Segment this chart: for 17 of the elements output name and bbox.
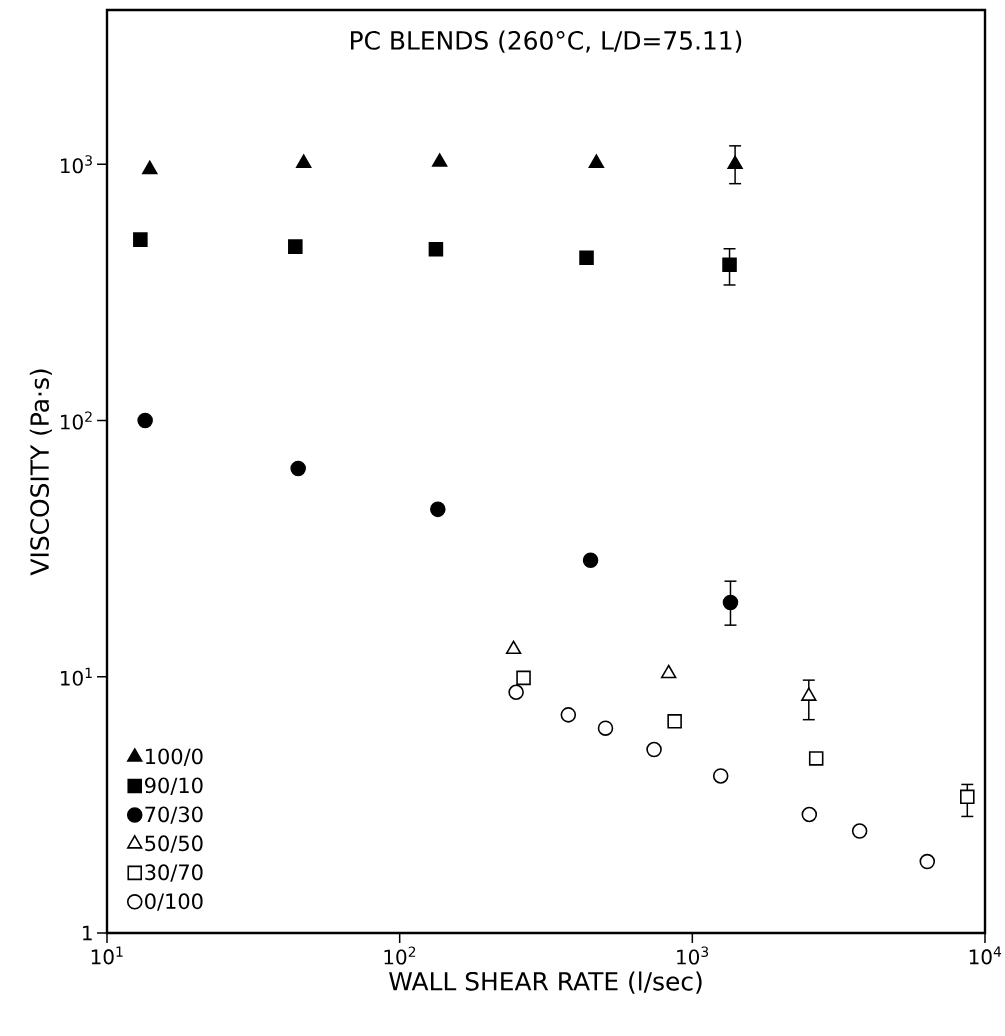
text: PC BLENDS (260°C, L/D=75.11) (351, 30, 742, 53)
legend-label: 100/0 (145, 748, 203, 766)
x-tick-label: 10$^{4}$ (969, 946, 1002, 965)
legend-label: 0/100 (145, 893, 203, 911)
x-tick-label: 10$^{3}$ (677, 946, 709, 965)
legend-label: 70/30 (145, 806, 203, 824)
legend-label: 50/50 (145, 835, 203, 853)
x-tick-label: 10$^{2}$ (384, 946, 416, 965)
y-axis-title: VISCOSITY (Pa·s) (29, 369, 52, 576)
x-axis-title: WALL SHEAR RATE (l/sec) (389, 971, 702, 994)
y-tick-label: 1 (83, 925, 92, 941)
y-tick-label: 10$^{1}$ (61, 667, 92, 686)
y-tick-label: 10$^{2}$ (61, 411, 92, 430)
legend-label: 90/10 (145, 777, 203, 795)
x-tick-label: 10$^{1}$ (91, 946, 123, 965)
legend-label: 30/70 (145, 864, 203, 882)
y-tick-label: 10$^{3}$ (61, 155, 92, 174)
